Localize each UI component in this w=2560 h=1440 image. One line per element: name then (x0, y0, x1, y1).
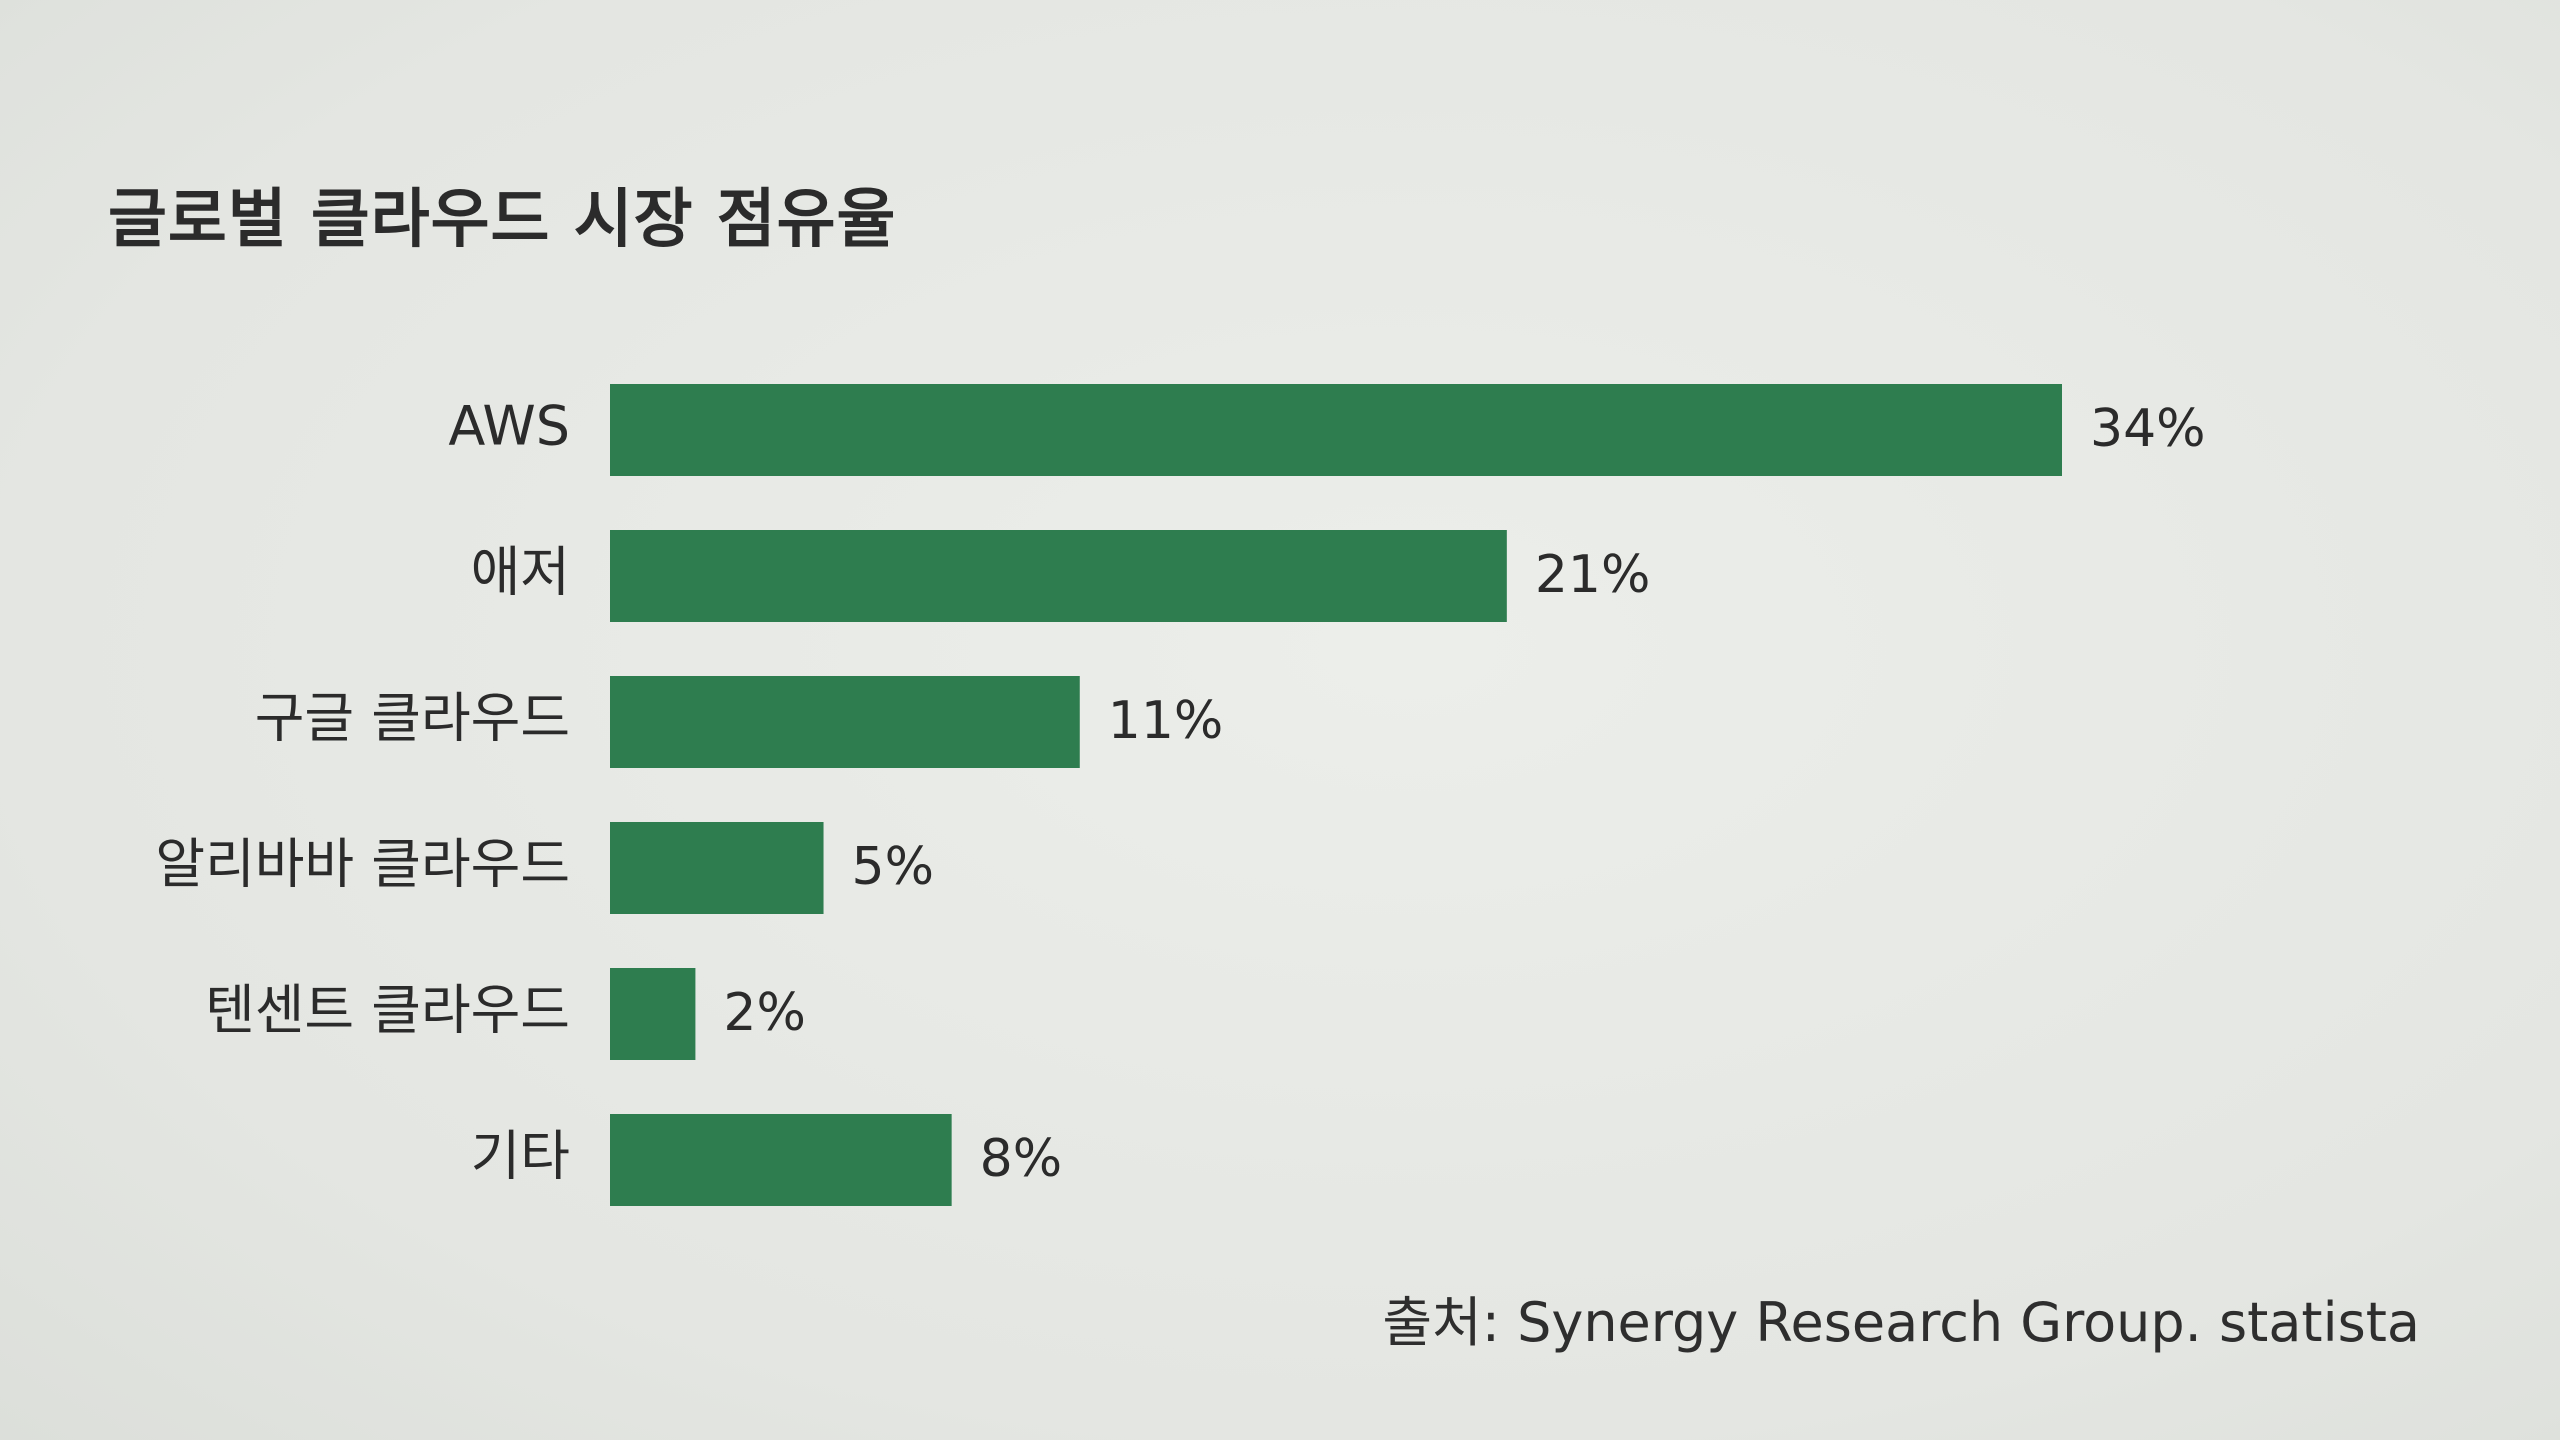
value-label: 8% (980, 1129, 1062, 1189)
bar (610, 1114, 952, 1206)
bar (610, 384, 2062, 476)
value-label: 5% (852, 837, 935, 897)
value-label: 21% (1535, 545, 1651, 605)
source-note: 출처: Synergy Research Group. statista (1382, 1291, 2420, 1354)
value-label: 11% (1108, 691, 1224, 751)
value-label: 34% (2090, 399, 2206, 459)
bar (610, 968, 696, 1060)
category-label: 기타 (471, 1125, 570, 1188)
category-label: 텐센트 클라우드 (205, 979, 570, 1042)
chart-title: 글로벌 클라우드 시장 점유율 (108, 183, 897, 257)
value-label: 2% (723, 983, 806, 1043)
category-label: 애저 (471, 541, 570, 604)
bar (610, 530, 1507, 622)
category-label: AWS (448, 395, 570, 458)
bar (610, 822, 824, 914)
category-label: 구글 클라우드 (255, 687, 570, 750)
bar (610, 676, 1080, 768)
category-label: 알리바바 클라우드 (155, 833, 570, 896)
